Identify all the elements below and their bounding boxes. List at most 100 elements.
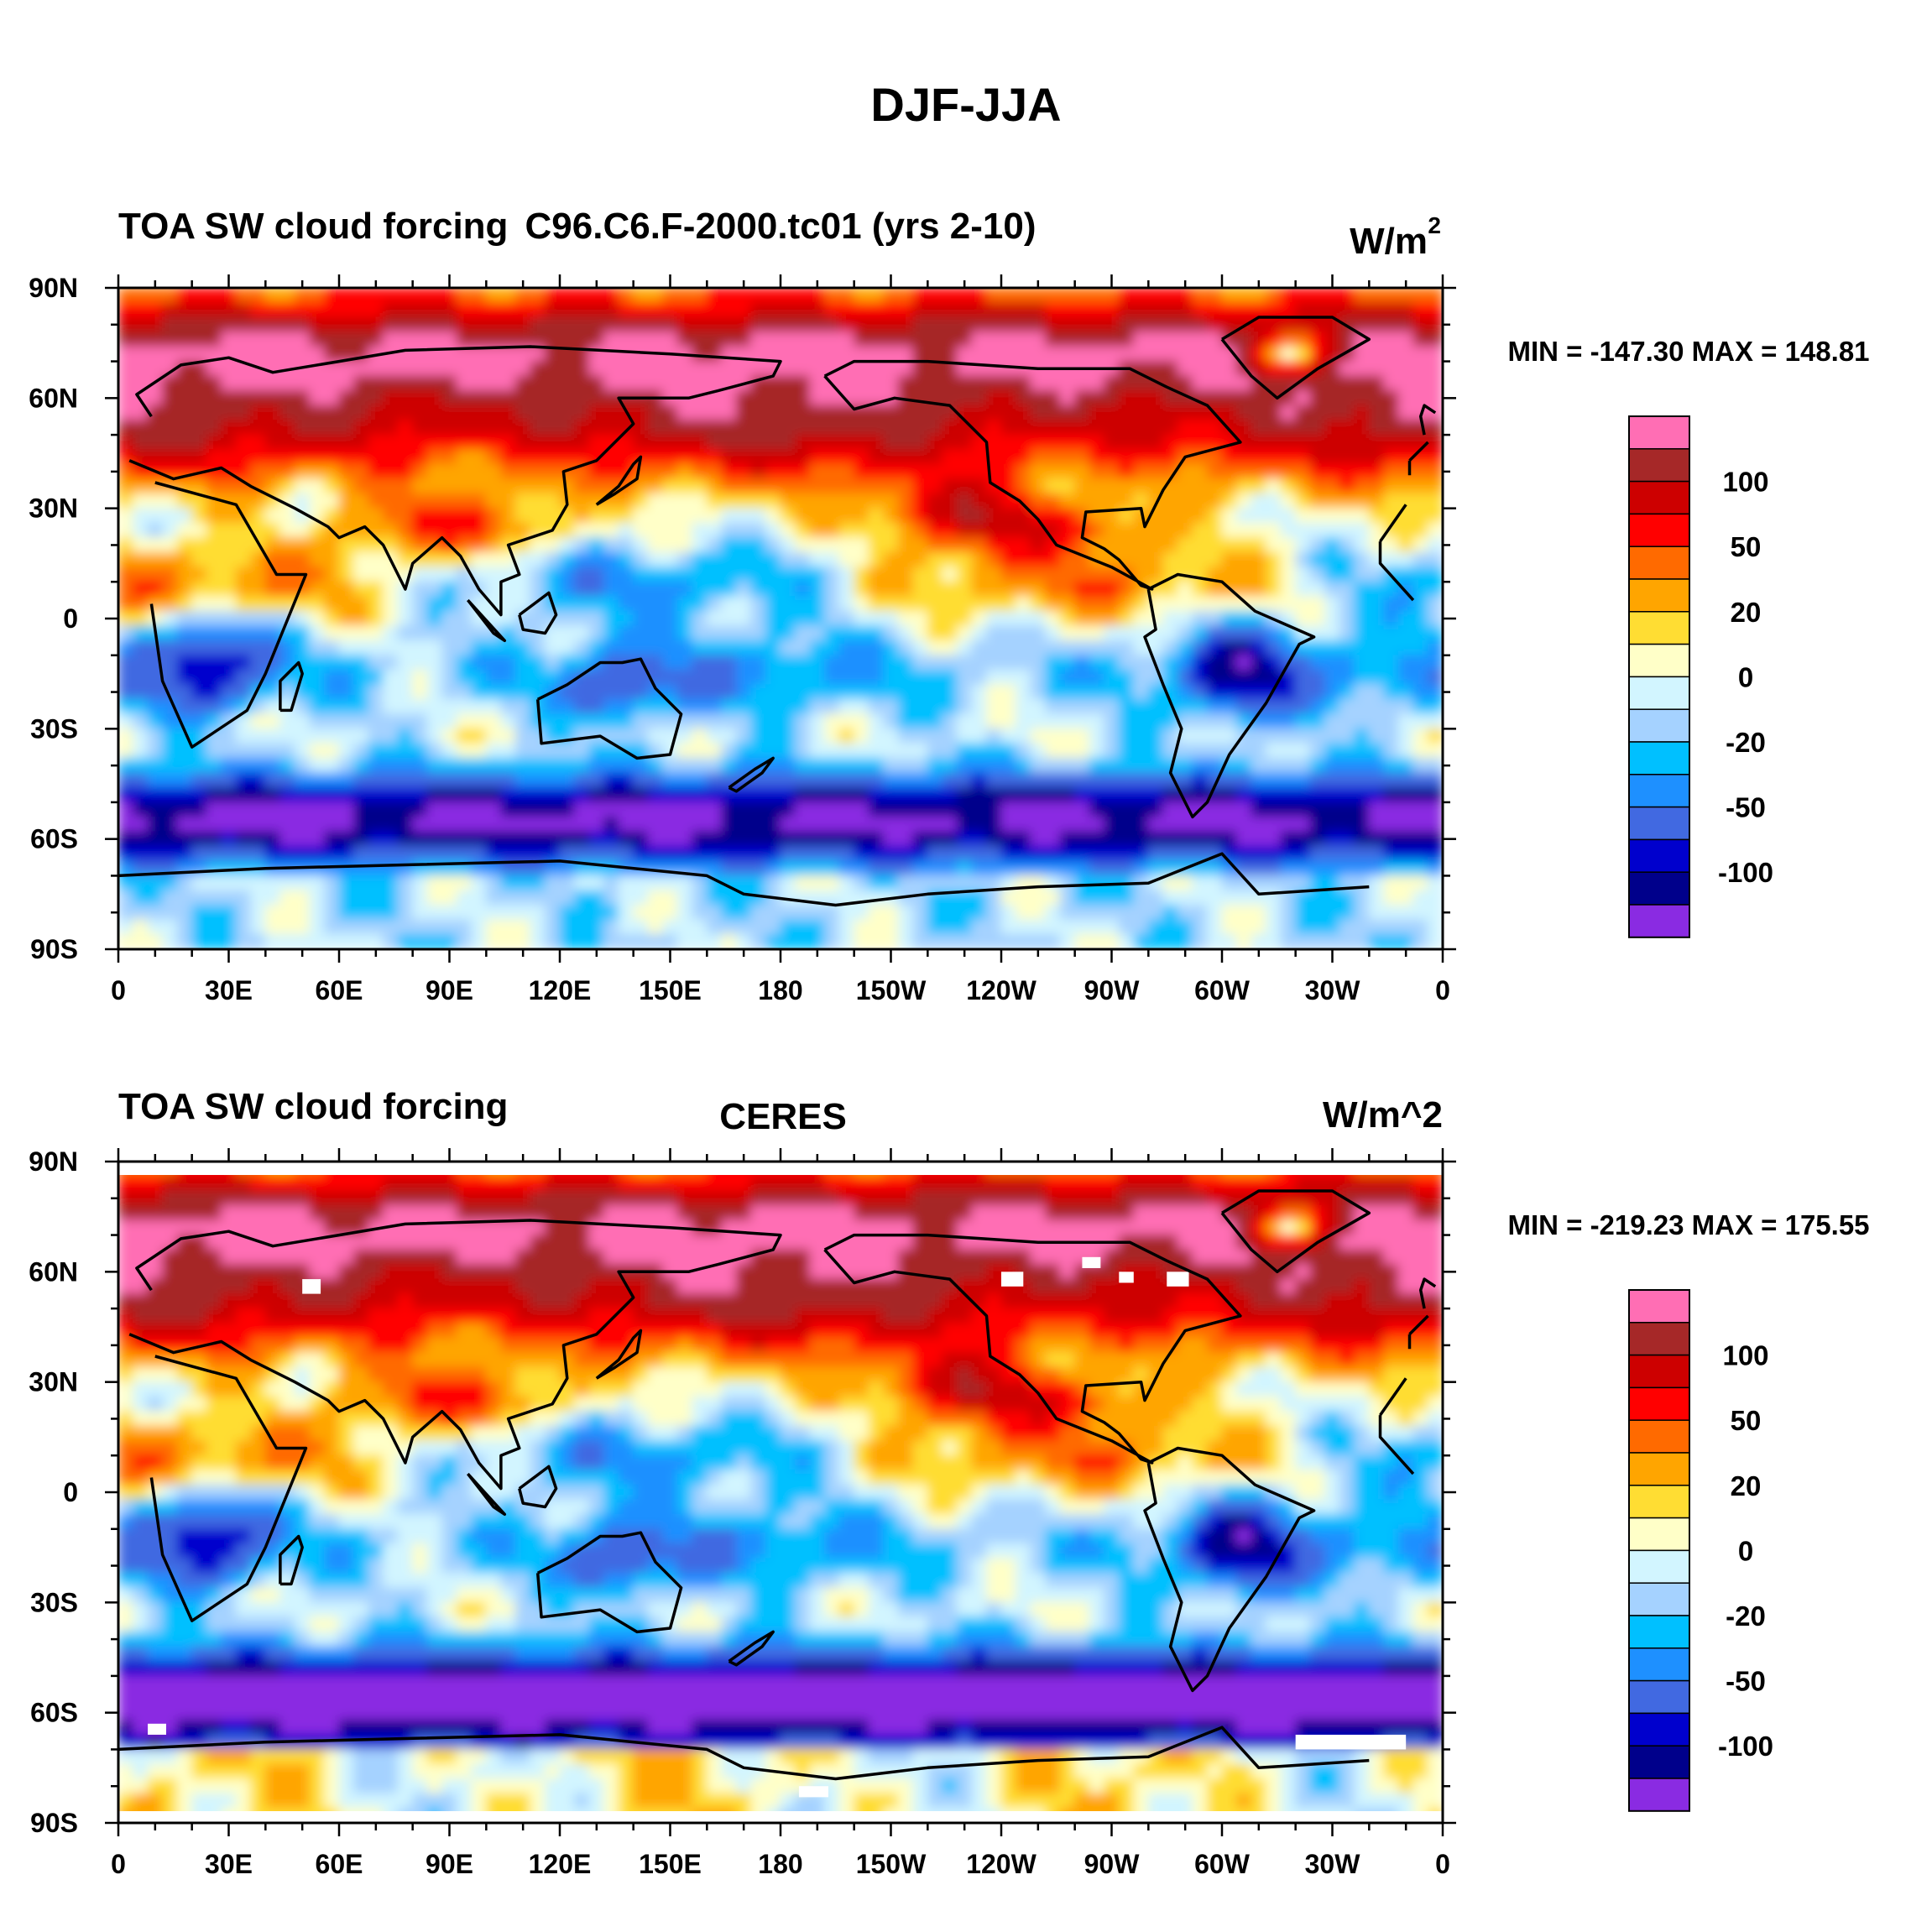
- heatmap-cell: [1266, 905, 1282, 921]
- heatmap-cell: [176, 905, 193, 921]
- heatmap-cell: [1104, 375, 1120, 392]
- heatmap-cell: [485, 390, 502, 406]
- heatmap-cell: [1266, 1190, 1282, 1206]
- heatmap-cell: [633, 802, 649, 817]
- heatmap-cell: [500, 375, 516, 392]
- heatmap-cell: [1412, 478, 1428, 494]
- heatmap-cell: [1266, 845, 1282, 862]
- heatmap-cell: [927, 508, 943, 524]
- heatmap-cell: [1162, 831, 1178, 847]
- heatmap-cell: [1221, 346, 1237, 362]
- heatmap-cell: [1397, 375, 1414, 392]
- heatmap-cell: [412, 934, 428, 949]
- heatmap-cell: [809, 405, 826, 421]
- heatmap-cell: [1059, 640, 1076, 656]
- heatmap-cell: [309, 1219, 325, 1235]
- heatmap-cell: [868, 581, 885, 598]
- heatmap-cell: [559, 845, 575, 862]
- heatmap-cell: [559, 743, 575, 759]
- heatmap-cell: [1295, 1205, 1311, 1221]
- heatmap-cell: [1000, 728, 1016, 744]
- heatmap-cell: [927, 875, 943, 891]
- heatmap-cell: [706, 522, 723, 539]
- heatmap-cell: [559, 919, 575, 935]
- heatmap-cell: [206, 581, 222, 598]
- heatmap-cell: [692, 1205, 708, 1221]
- heatmap-cell: [647, 596, 664, 612]
- heatmap-cell: [1016, 713, 1031, 729]
- heatmap-cell: [1118, 1249, 1135, 1266]
- heatmap-cell: [147, 346, 164, 362]
- heatmap-cell: [647, 463, 664, 480]
- heatmap-cell: [1016, 772, 1031, 788]
- heatmap-cell: [883, 567, 899, 582]
- heatmap-cell: [603, 610, 619, 627]
- heatmap-cell: [854, 772, 869, 788]
- heatmap-cell: [1177, 669, 1193, 686]
- heatmap-cell: [397, 713, 414, 729]
- heatmap-cell: [118, 802, 133, 817]
- heatmap-cell: [426, 508, 443, 524]
- heatmap-cell: [603, 698, 619, 715]
- heatmap-cell: [1428, 478, 1443, 494]
- heatmap-cell: [868, 802, 885, 817]
- heatmap-cell: [264, 786, 281, 803]
- heatmap-cell: [1030, 332, 1047, 347]
- heatmap-cell: [1162, 302, 1178, 318]
- heatmap-cell: [1412, 390, 1428, 406]
- heatmap-cell: [618, 1190, 634, 1206]
- heatmap-cell: [279, 508, 295, 524]
- heatmap-cell: [1118, 845, 1135, 862]
- heatmap-cell: [1397, 772, 1414, 788]
- heatmap-cell: [353, 786, 369, 803]
- coastline: [118, 852, 1370, 907]
- heatmap-cell: [897, 934, 914, 949]
- heatmap-cell: [912, 934, 928, 949]
- heatmap-cell: [559, 655, 575, 671]
- heatmap-cell: [1236, 288, 1252, 303]
- heatmap-cell: [264, 508, 281, 524]
- heatmap-cell: [162, 537, 178, 553]
- heatmap-cell: [780, 493, 796, 509]
- heatmap-cell: [294, 537, 311, 553]
- heatmap-cell: [133, 772, 149, 788]
- heatmap-cell: [353, 537, 369, 553]
- heatmap-cell: [588, 816, 605, 833]
- heatmap-cell: [692, 1235, 708, 1251]
- heatmap-cell: [1016, 786, 1031, 803]
- heatmap-cell: [574, 1235, 590, 1251]
- heatmap-cell: [795, 757, 811, 774]
- heatmap-cell: [971, 772, 987, 788]
- heatmap-cell: [956, 288, 973, 303]
- heatmap-cell: [530, 537, 546, 553]
- heatmap-cell: [1309, 845, 1326, 862]
- heatmap-cell: [309, 537, 325, 553]
- heatmap-cell: [1104, 420, 1120, 436]
- heatmap-cell: [1177, 772, 1193, 788]
- y-tick-label: 90S: [30, 934, 78, 964]
- heatmap-cell: [838, 1190, 855, 1206]
- heatmap-cell: [1030, 537, 1047, 553]
- heatmap-cell: [750, 934, 766, 949]
- heatmap-cell: [1074, 875, 1090, 891]
- heatmap-cell: [206, 875, 222, 891]
- heatmap-cell: [118, 845, 133, 862]
- heatmap-cell: [574, 713, 590, 729]
- heatmap-cell: [1383, 537, 1399, 553]
- heatmap-cell: [1324, 1249, 1340, 1266]
- heatmap-cell: [618, 816, 634, 833]
- heatmap-cell: [162, 508, 178, 524]
- heatmap-cell: [1177, 288, 1193, 303]
- heatmap-cell: [441, 875, 457, 891]
- heatmap-cell: [854, 1205, 869, 1221]
- heatmap-cell: [618, 919, 634, 935]
- colorbar-frame: [1628, 415, 1690, 938]
- heatmap-cell: [721, 919, 737, 935]
- heatmap-cell: [1309, 288, 1326, 303]
- heatmap-cell: [603, 684, 619, 700]
- heatmap-cell: [706, 669, 723, 686]
- heatmap-cell: [133, 1278, 149, 1295]
- heatmap-cell: [618, 567, 634, 582]
- heatmap-cell: [530, 316, 546, 332]
- heatmap-cell: [1030, 375, 1047, 392]
